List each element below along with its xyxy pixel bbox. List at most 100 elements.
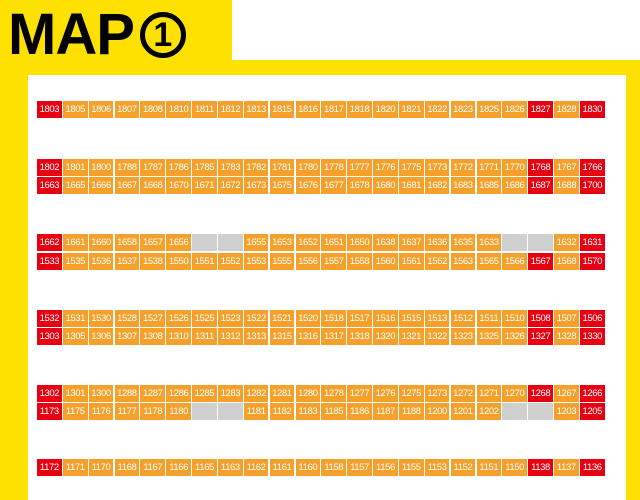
space-1822[interactable]: 1822	[424, 101, 450, 118]
space-1527[interactable]: 1527	[140, 310, 166, 327]
space-1202[interactable]: 1202	[476, 403, 502, 420]
space-1521[interactable]: 1521	[269, 310, 295, 327]
space-1812[interactable]: 1812	[218, 101, 243, 118]
space-1810[interactable]: 1810	[166, 101, 191, 118]
space-1508[interactable]: 1508	[528, 310, 553, 327]
space-1322[interactable]: 1322	[424, 328, 450, 345]
space-1165[interactable]: 1165	[192, 459, 217, 476]
space-1533[interactable]: 1533	[37, 253, 62, 270]
space-1151[interactable]: 1151	[476, 459, 502, 476]
space-1820[interactable]: 1820	[373, 101, 398, 118]
space-1330[interactable]: 1330	[579, 328, 605, 345]
space-1170[interactable]: 1170	[88, 459, 114, 476]
space-1823[interactable]: 1823	[450, 101, 476, 118]
space-1537[interactable]: 1537	[114, 253, 140, 270]
space-1506[interactable]: 1506	[579, 310, 605, 327]
space-1668[interactable]: 1668	[140, 177, 166, 194]
space-1666[interactable]: 1666	[88, 177, 114, 194]
space-1520[interactable]: 1520	[295, 310, 321, 327]
space-1305[interactable]: 1305	[62, 328, 88, 345]
space-1286[interactable]: 1286	[166, 385, 191, 402]
space-1550[interactable]: 1550	[166, 253, 191, 270]
space-1137[interactable]: 1137	[554, 459, 579, 476]
space-1556[interactable]: 1556	[295, 253, 321, 270]
space-1155[interactable]: 1155	[398, 459, 424, 476]
space-1171[interactable]: 1171	[62, 459, 88, 476]
space-1180[interactable]: 1180	[166, 403, 191, 420]
space-1688[interactable]: 1688	[554, 177, 579, 194]
space-1637[interactable]: 1637	[398, 234, 424, 251]
space-1631[interactable]: 1631	[579, 234, 605, 251]
space-1802[interactable]: 1802	[37, 159, 62, 176]
space-1523[interactable]: 1523	[218, 310, 243, 327]
space-1657[interactable]: 1657	[140, 234, 166, 251]
space-1555[interactable]: 1555	[269, 253, 295, 270]
space-1785[interactable]: 1785	[192, 159, 217, 176]
space-1772[interactable]: 1772	[450, 159, 476, 176]
space-1821[interactable]: 1821	[398, 101, 424, 118]
space-1277[interactable]: 1277	[347, 385, 372, 402]
space-1557[interactable]: 1557	[321, 253, 347, 270]
space-1187[interactable]: 1187	[373, 403, 398, 420]
space-1311[interactable]: 1311	[192, 328, 217, 345]
space-1787[interactable]: 1787	[140, 159, 166, 176]
space-1168[interactable]: 1168	[114, 459, 140, 476]
space-1288[interactable]: 1288	[114, 385, 140, 402]
space-1182[interactable]: 1182	[269, 403, 295, 420]
space-1285[interactable]: 1285	[192, 385, 217, 402]
space-1817[interactable]: 1817	[321, 101, 347, 118]
space-1816[interactable]: 1816	[295, 101, 321, 118]
space-1777[interactable]: 1777	[347, 159, 372, 176]
space-1673[interactable]: 1673	[243, 177, 269, 194]
space-1275[interactable]: 1275	[398, 385, 424, 402]
space-1312[interactable]: 1312	[218, 328, 243, 345]
space-1663[interactable]: 1663	[37, 177, 62, 194]
space-1563[interactable]: 1563	[450, 253, 476, 270]
space-1560[interactable]: 1560	[373, 253, 398, 270]
space-1650[interactable]: 1650	[347, 234, 372, 251]
space-1267[interactable]: 1267	[554, 385, 579, 402]
space-1562[interactable]: 1562	[424, 253, 450, 270]
space-1511[interactable]: 1511	[476, 310, 502, 327]
space-1672[interactable]: 1672	[218, 177, 243, 194]
space-1830[interactable]: 1830	[579, 101, 605, 118]
space-1538[interactable]: 1538	[140, 253, 166, 270]
space-1667[interactable]: 1667	[114, 177, 140, 194]
space-1515[interactable]: 1515	[398, 310, 424, 327]
space-1552[interactable]: 1552	[218, 253, 243, 270]
space-1805[interactable]: 1805	[62, 101, 88, 118]
space-1776[interactable]: 1776	[373, 159, 398, 176]
space-1825[interactable]: 1825	[476, 101, 502, 118]
space-1665[interactable]: 1665	[62, 177, 88, 194]
space-1316[interactable]: 1316	[295, 328, 321, 345]
space-1516[interactable]: 1516	[373, 310, 398, 327]
space-1303[interactable]: 1303	[37, 328, 62, 345]
space-1302[interactable]: 1302	[37, 385, 62, 402]
space-1678[interactable]: 1678	[347, 177, 372, 194]
space-1633[interactable]: 1633	[476, 234, 502, 251]
space-1513[interactable]: 1513	[424, 310, 450, 327]
space-1510[interactable]: 1510	[502, 310, 527, 327]
space-1276[interactable]: 1276	[373, 385, 398, 402]
space-1203[interactable]: 1203	[554, 403, 579, 420]
space-1680[interactable]: 1680	[373, 177, 398, 194]
space-1780[interactable]: 1780	[295, 159, 321, 176]
space-1638[interactable]: 1638	[373, 234, 398, 251]
space-1178[interactable]: 1178	[140, 403, 166, 420]
space-1320[interactable]: 1320	[373, 328, 398, 345]
space-1160[interactable]: 1160	[295, 459, 321, 476]
space-1770[interactable]: 1770	[502, 159, 527, 176]
space-1300[interactable]: 1300	[88, 385, 114, 402]
space-1826[interactable]: 1826	[502, 101, 527, 118]
space-1528[interactable]: 1528	[114, 310, 140, 327]
space-1315[interactable]: 1315	[269, 328, 295, 345]
space-1173[interactable]: 1173	[37, 403, 62, 420]
space-1815[interactable]: 1815	[269, 101, 295, 118]
space-1681[interactable]: 1681	[398, 177, 424, 194]
space-1781[interactable]: 1781	[269, 159, 295, 176]
space-1773[interactable]: 1773	[424, 159, 450, 176]
space-1531[interactable]: 1531	[62, 310, 88, 327]
space-1658[interactable]: 1658	[114, 234, 140, 251]
space-1568[interactable]: 1568	[554, 253, 579, 270]
space-1150[interactable]: 1150	[502, 459, 527, 476]
